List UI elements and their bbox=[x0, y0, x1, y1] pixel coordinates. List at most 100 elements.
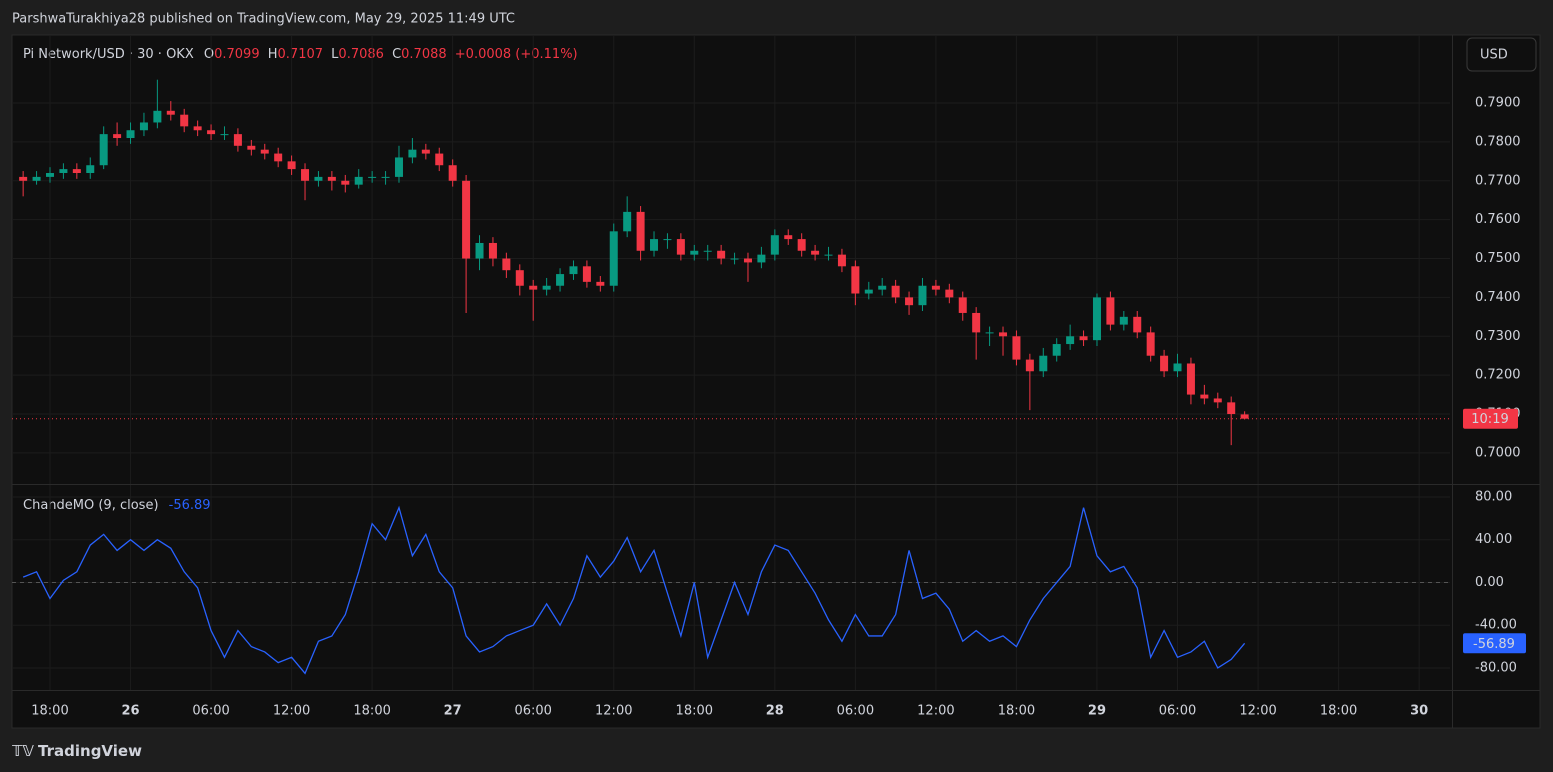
y-tick-label: 0.00 bbox=[1475, 575, 1504, 590]
candle-body bbox=[59, 169, 68, 174]
candle-body bbox=[1106, 297, 1115, 325]
candle-body bbox=[931, 285, 940, 290]
y-tick-label: 0.7900 bbox=[1475, 96, 1521, 111]
candle-body bbox=[864, 289, 873, 294]
candle-body bbox=[1012, 336, 1021, 360]
candle-body bbox=[703, 250, 712, 252]
x-tick-label: 27 bbox=[444, 704, 462, 719]
candle-body bbox=[1066, 336, 1075, 345]
x-tick-label: 12:00 bbox=[595, 704, 632, 719]
candle-body bbox=[676, 239, 685, 255]
x-tick-label: 06:00 bbox=[192, 704, 229, 719]
candle-body bbox=[113, 134, 122, 139]
y-tick-label: 0.7300 bbox=[1475, 329, 1521, 344]
candle-body bbox=[32, 176, 41, 181]
candle-body bbox=[811, 250, 820, 255]
candle-body bbox=[609, 231, 618, 286]
x-tick-label: 12:00 bbox=[917, 704, 954, 719]
x-tick-label: 12:00 bbox=[1239, 704, 1276, 719]
candle-body bbox=[1025, 359, 1034, 372]
candle-body bbox=[797, 239, 806, 251]
candle-body bbox=[193, 126, 202, 131]
candle-body bbox=[999, 332, 1008, 337]
candle-body bbox=[582, 266, 591, 282]
candle-body bbox=[1173, 363, 1182, 372]
x-tick-label: 06:00 bbox=[514, 704, 551, 719]
x-tick-label: 18:00 bbox=[998, 704, 1035, 719]
candle-body bbox=[86, 165, 95, 174]
indicator-tag-value: -56.89 bbox=[1473, 637, 1515, 652]
candle-body bbox=[233, 134, 242, 146]
candle-body bbox=[851, 266, 860, 294]
candle-body bbox=[126, 130, 135, 139]
ohlc-value: 0.7107 bbox=[278, 47, 324, 62]
y-tick-label: 0.7400 bbox=[1475, 290, 1521, 305]
candle-body bbox=[569, 266, 578, 275]
candle-body bbox=[878, 285, 887, 290]
change: +0.0008 (+0.11%) bbox=[455, 47, 578, 62]
y-tick-label: 0.7600 bbox=[1475, 212, 1521, 227]
candle-body bbox=[1039, 355, 1048, 372]
candle-body bbox=[462, 180, 471, 259]
candle-body bbox=[1133, 316, 1142, 333]
y-tick-label: 0.7700 bbox=[1475, 173, 1521, 188]
y-tick-label: 0.7800 bbox=[1475, 134, 1521, 149]
x-tick-label: 30 bbox=[1410, 704, 1428, 719]
candle-body bbox=[1079, 336, 1088, 341]
currency[interactable]: USD bbox=[1480, 48, 1508, 63]
candle-body bbox=[918, 285, 927, 306]
candle-body bbox=[448, 165, 457, 181]
candle-body bbox=[394, 157, 403, 177]
y-tick-label: 0.7000 bbox=[1475, 445, 1521, 460]
candle-body bbox=[1213, 398, 1222, 403]
candle-body bbox=[314, 176, 323, 181]
candle-body bbox=[153, 110, 162, 123]
candle-body bbox=[730, 258, 739, 260]
candle-body bbox=[327, 176, 336, 181]
ohlc-value: 0.7088 bbox=[401, 47, 447, 62]
candle-body bbox=[1200, 394, 1209, 399]
y-tick-label: -80.00 bbox=[1475, 660, 1517, 675]
legend: Pi Network/USD · 30 · OKX O0.7099 H0.710… bbox=[23, 47, 578, 62]
candle-body bbox=[354, 176, 363, 185]
x-tick-label: 18:00 bbox=[676, 704, 713, 719]
ohlc-value: 0.7099 bbox=[214, 47, 260, 62]
candle-body bbox=[1119, 316, 1128, 325]
y-tick-label: 0.7500 bbox=[1475, 251, 1521, 266]
candle-body bbox=[220, 134, 229, 136]
candle-body bbox=[596, 281, 605, 286]
candle-body bbox=[421, 149, 430, 154]
candle-body bbox=[341, 180, 350, 185]
candle-body bbox=[905, 297, 914, 306]
indicator-line bbox=[22, 505, 1246, 675]
candle-body bbox=[368, 176, 377, 178]
candle-body bbox=[475, 242, 484, 259]
candle-body bbox=[408, 149, 417, 158]
x-tick-label: 18:00 bbox=[353, 704, 390, 719]
candle-body bbox=[1052, 344, 1061, 356]
indicator-tag bbox=[1463, 633, 1526, 654]
candle-body bbox=[381, 176, 390, 178]
indicator-value: -56.89 bbox=[169, 498, 211, 513]
candle-body bbox=[972, 312, 981, 333]
candle-body bbox=[743, 258, 752, 263]
currency-button[interactable] bbox=[1466, 37, 1537, 72]
x-tick-label: 28 bbox=[766, 704, 784, 719]
candle-body bbox=[301, 169, 310, 181]
candle-body bbox=[287, 161, 296, 170]
candle-body bbox=[260, 149, 269, 154]
candle-body bbox=[1146, 332, 1155, 356]
ohlc-value: 0.7086 bbox=[338, 47, 384, 62]
candle-body bbox=[166, 110, 175, 115]
candle-body bbox=[19, 176, 28, 181]
y-tick-label: 80.00 bbox=[1475, 489, 1512, 504]
brand: 𝕋𝕍 TradingView bbox=[12, 742, 142, 760]
ohlc-letter: O bbox=[204, 47, 214, 62]
indicator-legend: ChandeMO (9, close) -56.89 bbox=[23, 498, 211, 513]
candle-body bbox=[770, 235, 779, 255]
candle-body bbox=[515, 270, 524, 286]
candle-body bbox=[945, 289, 954, 298]
x-tick-label: 18:00 bbox=[1320, 704, 1357, 719]
candle-body bbox=[180, 114, 189, 127]
ohlc-letter: C bbox=[392, 47, 401, 62]
